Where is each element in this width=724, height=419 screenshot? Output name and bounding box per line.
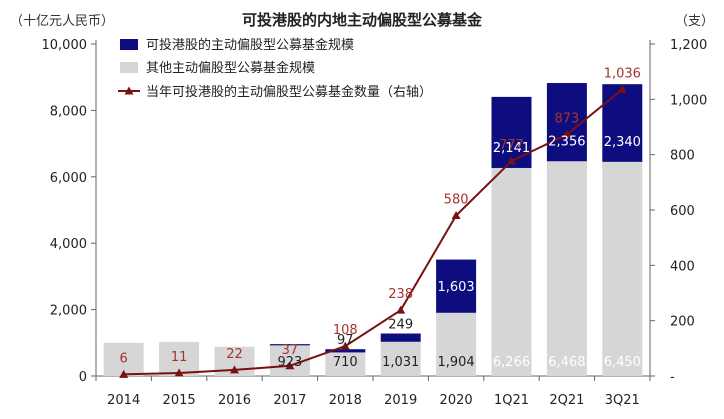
category-label: 3Q21 <box>605 393 640 408</box>
category-label: 2019 <box>384 393 417 408</box>
bar-other-funds <box>602 161 643 376</box>
line-marker <box>451 211 461 220</box>
left-axis-unit: （十亿元人民币） <box>10 14 114 29</box>
bar-hk-eligible-funds <box>380 333 421 342</box>
bar-hk-eligible-funds <box>436 259 477 313</box>
line-marker <box>119 369 129 378</box>
left-tick-label: 6,000 <box>50 171 87 186</box>
bar-other-funds <box>436 312 477 376</box>
data-label-other-funds: 1,031 <box>382 355 419 370</box>
right-tick-label: 800 <box>670 149 695 164</box>
right-tick-label: 600 <box>670 204 695 219</box>
bar-other-funds <box>325 352 366 376</box>
line-marker <box>617 84 627 93</box>
data-label-other-funds: 710 <box>333 355 358 370</box>
bar-other-funds <box>380 341 421 376</box>
right-tick-label: 400 <box>670 259 695 274</box>
right-tick-label: 1,200 <box>670 38 707 53</box>
category-label: 2020 <box>440 393 473 408</box>
legend-swatch-other <box>120 62 138 73</box>
data-label-other-funds: 6,450 <box>604 355 641 370</box>
data-label-other-funds: 923 <box>277 355 302 370</box>
data-label-other-funds: 1,904 <box>437 355 474 370</box>
line-marker <box>174 368 184 377</box>
data-label-hk-eligible-funds: 2,141 <box>493 141 530 156</box>
right-tick-label: - <box>670 370 675 385</box>
legend-label-hk-eligible: 可投港股的主动偏股型公募基金规模 <box>146 37 354 53</box>
line-marker <box>396 305 406 314</box>
category-label: 2Q21 <box>549 393 584 408</box>
data-label-fund-count: 777 <box>499 138 524 153</box>
category-label: 2014 <box>107 393 140 408</box>
category-label: 2016 <box>218 393 251 408</box>
category-label: 1Q21 <box>494 393 529 408</box>
bar-hk-eligible-funds <box>602 84 643 162</box>
chart-title: 可投港股的内地主动偏股型公募基金 <box>242 11 483 29</box>
data-label-fund-count: 238 <box>388 287 413 302</box>
bar-hk-eligible-funds <box>491 96 532 168</box>
bar-hk-eligible-funds <box>546 83 587 162</box>
data-label-fund-count: 1,036 <box>604 66 641 81</box>
data-label-fund-count: 873 <box>554 111 579 126</box>
data-label-hk-eligible-funds: 2,340 <box>604 135 641 150</box>
bar-hk-eligible-funds <box>325 349 366 353</box>
legend-swatch-hk-eligible <box>120 39 138 50</box>
data-label-other-funds: 6,266 <box>493 355 530 370</box>
left-tick-label: 10,000 <box>42 38 88 53</box>
data-label-hk-eligible-funds: 2,356 <box>548 134 585 149</box>
data-label-fund-count: 580 <box>444 193 469 208</box>
line-marker <box>562 129 572 138</box>
data-label-fund-count: 22 <box>226 347 243 362</box>
legend-label-fund-count: 当年可投港股的主动偏股型公募基金数量（右轴） <box>146 84 432 100</box>
line-marker <box>507 156 516 165</box>
data-label-hk-eligible-funds: 249 <box>388 318 413 333</box>
left-tick-label: 4,000 <box>50 237 87 252</box>
bar-other-funds <box>546 161 587 376</box>
right-tick-label: 1,000 <box>670 93 707 108</box>
data-label-hk-eligible-funds: 1,603 <box>437 280 474 295</box>
right-axis-unit: （支） <box>675 14 714 29</box>
data-label-fund-count: 11 <box>171 350 188 365</box>
data-label-hk-eligible-funds: 97 <box>337 333 354 348</box>
data-label-fund-count: 108 <box>333 323 358 338</box>
category-label: 2018 <box>329 393 362 408</box>
data-label-fund-count: 37 <box>282 343 299 358</box>
left-tick-label: 0 <box>79 370 87 385</box>
category-label: 2017 <box>273 393 306 408</box>
left-tick-label: 8,000 <box>50 104 87 119</box>
right-tick-label: 200 <box>670 315 695 330</box>
bar-other-funds <box>491 167 532 376</box>
data-label-other-funds: 6,468 <box>548 355 585 370</box>
line-marker <box>230 365 239 374</box>
line-marker <box>285 361 295 370</box>
data-label-fund-count: 6 <box>120 351 128 366</box>
bar-hk-eligible-funds <box>269 344 310 346</box>
legend-marker-fund-count <box>124 86 134 95</box>
line-fund-count <box>123 88 623 376</box>
legend-label-other: 其他主动偏股型公募基金规模 <box>146 60 315 76</box>
left-tick-label: 2,000 <box>50 304 87 319</box>
category-label: 2015 <box>163 393 196 408</box>
line-marker <box>340 341 350 350</box>
